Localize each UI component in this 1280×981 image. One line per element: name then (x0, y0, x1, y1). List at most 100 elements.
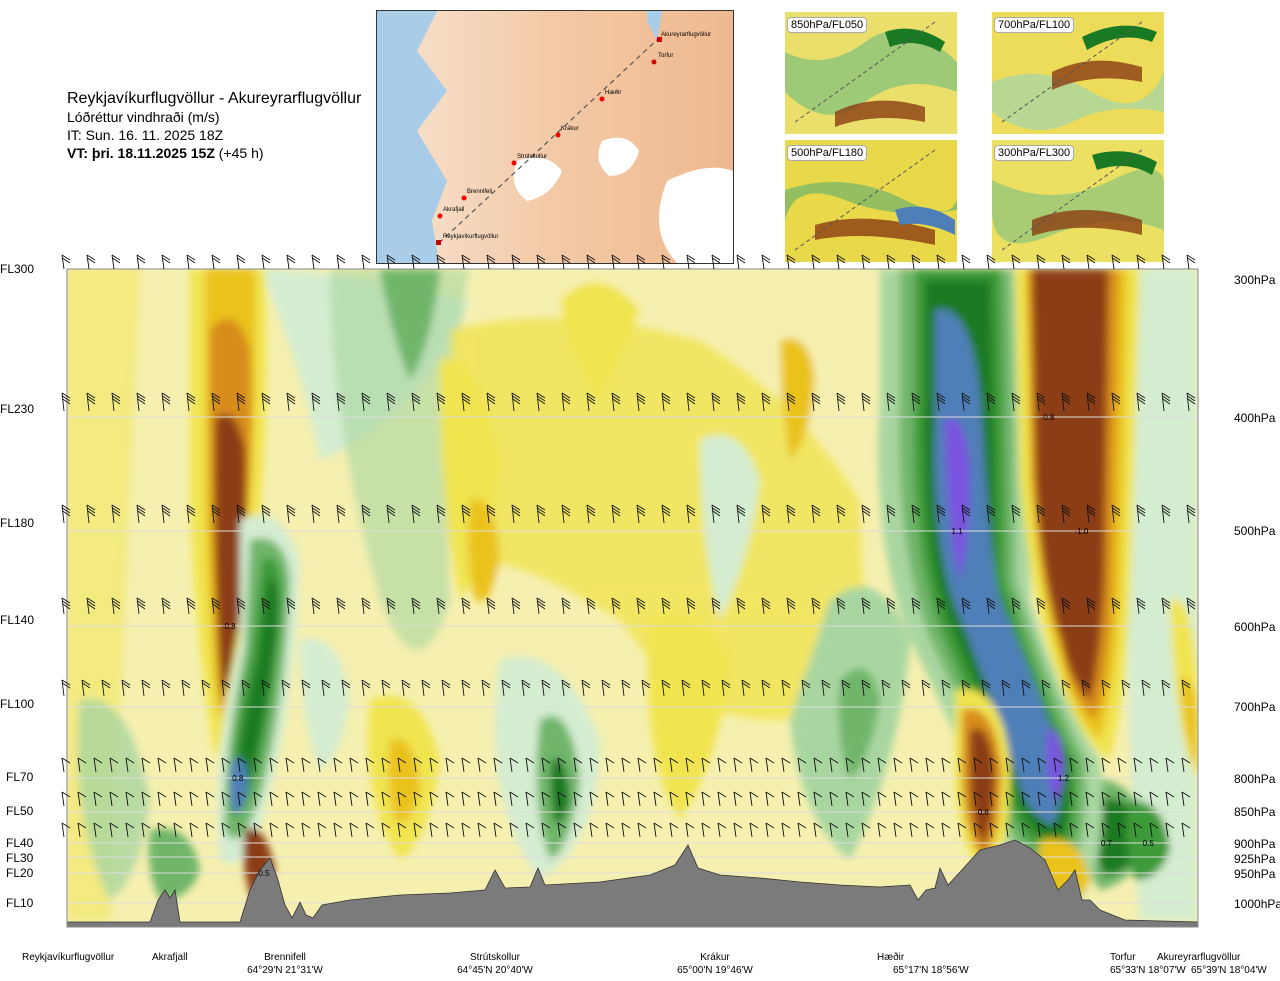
wind-barb (861, 254, 871, 270)
wind-barb (669, 757, 679, 773)
wind-barb (333, 757, 343, 773)
hpa-label-800: 800hPa (1234, 772, 1276, 786)
wind-barb (411, 254, 421, 270)
wind-barb (561, 254, 571, 270)
wind-barb (461, 597, 471, 615)
waypoint-akrafjall (437, 213, 443, 219)
wind-barb (581, 679, 591, 697)
wind-barb (221, 679, 231, 697)
wind-barb (1136, 597, 1146, 615)
wind-barb (701, 822, 711, 838)
wind-barb (961, 504, 971, 524)
wind-barb (936, 392, 946, 412)
wind-barb (1041, 679, 1051, 697)
wind-barb (1061, 679, 1071, 697)
wind-barb (211, 392, 221, 412)
wind-barb (1136, 392, 1146, 412)
wind-barb (589, 822, 599, 838)
wind-barb (205, 757, 215, 773)
pressure-gridlines (67, 416, 1198, 904)
wind-barb (653, 822, 663, 838)
location-name: Hæðir (877, 952, 905, 963)
wind-barb (509, 822, 519, 838)
wind-barb (749, 757, 759, 773)
wind-barb (477, 757, 487, 773)
wind-barb (813, 757, 823, 773)
wind-barb (481, 679, 491, 697)
wind-barb (961, 254, 971, 270)
plot-frame (66, 268, 1199, 928)
value-annotation: -0.8 (222, 622, 236, 631)
wind-barb (301, 757, 311, 773)
wind-barb (886, 504, 896, 524)
wind-barb (1181, 679, 1191, 697)
wind-barb (161, 504, 171, 524)
wind-barb (981, 679, 991, 697)
wind-barb (1085, 757, 1095, 773)
wind-barb (93, 757, 103, 773)
wind-barb (621, 822, 631, 838)
wind-barb (253, 791, 263, 807)
wind-barb (336, 504, 346, 524)
wind-barb (445, 757, 455, 773)
wind-barb (221, 757, 231, 773)
wind-barb (205, 822, 215, 838)
wind-barb (445, 822, 455, 838)
wind-barb (541, 757, 551, 773)
wind-barb (601, 679, 611, 697)
map-label-strutskollur: Strútskollur (517, 154, 547, 160)
wind-barb (525, 791, 535, 807)
location-name: Akrafjall (152, 952, 188, 963)
wind-barb (237, 757, 247, 773)
wind-barb (236, 254, 246, 270)
wind-barb (541, 679, 551, 697)
wind-barb (336, 597, 346, 615)
wind-barb (237, 791, 247, 807)
value-annotation: -1.0 (1075, 527, 1089, 536)
wind-barb (486, 504, 496, 524)
wind-barb (429, 757, 439, 773)
wind-barb (441, 679, 451, 697)
wind-barb (813, 791, 823, 807)
thumbnail-500hpa[interactable]: 500hPa/FL180 (785, 140, 957, 262)
map-label-reykjavik: Reykjavíkurflugvöllur (443, 234, 498, 240)
wind-barb (781, 757, 791, 773)
fl-label-140: FL140 (0, 613, 35, 627)
wind-barb (261, 504, 271, 524)
wind-barb (1053, 822, 1063, 838)
wind-barb (261, 254, 271, 270)
thumbnail-700hpa[interactable]: 700hPa/FL100 (992, 12, 1164, 134)
fl-label-50: FL50 (6, 804, 34, 818)
wind-barb (285, 757, 295, 773)
wind-barb (205, 791, 215, 807)
wind-barb (586, 254, 596, 270)
wind-barb (841, 679, 851, 697)
thumbnail-850hpa[interactable]: 850hPa/FL050 (785, 12, 957, 134)
fl-label-230: FL230 (0, 402, 35, 416)
wind-barb (211, 254, 221, 270)
wind-barb (436, 392, 446, 412)
wind-barb (813, 822, 823, 838)
thumbnail-300hpa[interactable]: 300hPa/FL300 (992, 140, 1164, 262)
wind-barb (761, 254, 771, 270)
wind-barb (786, 504, 796, 524)
thumbnail-850hpa-label: 850hPa/FL050 (787, 17, 868, 33)
wind-barb (845, 791, 855, 807)
wind-barb (1111, 392, 1121, 412)
wind-barb (286, 392, 296, 412)
wind-barb (261, 392, 271, 412)
wind-barb (1085, 791, 1095, 807)
wind-barb (236, 392, 246, 412)
location-strutskollur: Strútskollur 64°45'N 20°40'W (450, 951, 540, 977)
wind-barb (736, 504, 746, 524)
wind-barb (861, 822, 871, 838)
wind-barb (741, 679, 751, 697)
wind-barb (701, 791, 711, 807)
wind-barb (525, 822, 535, 838)
wind-barb (386, 254, 396, 270)
wind-barb (361, 679, 371, 697)
hpa-label-300: 300hPa (1234, 273, 1276, 287)
wind-barb (877, 822, 887, 838)
wind-barb (1021, 679, 1031, 697)
wind-barb (749, 822, 759, 838)
